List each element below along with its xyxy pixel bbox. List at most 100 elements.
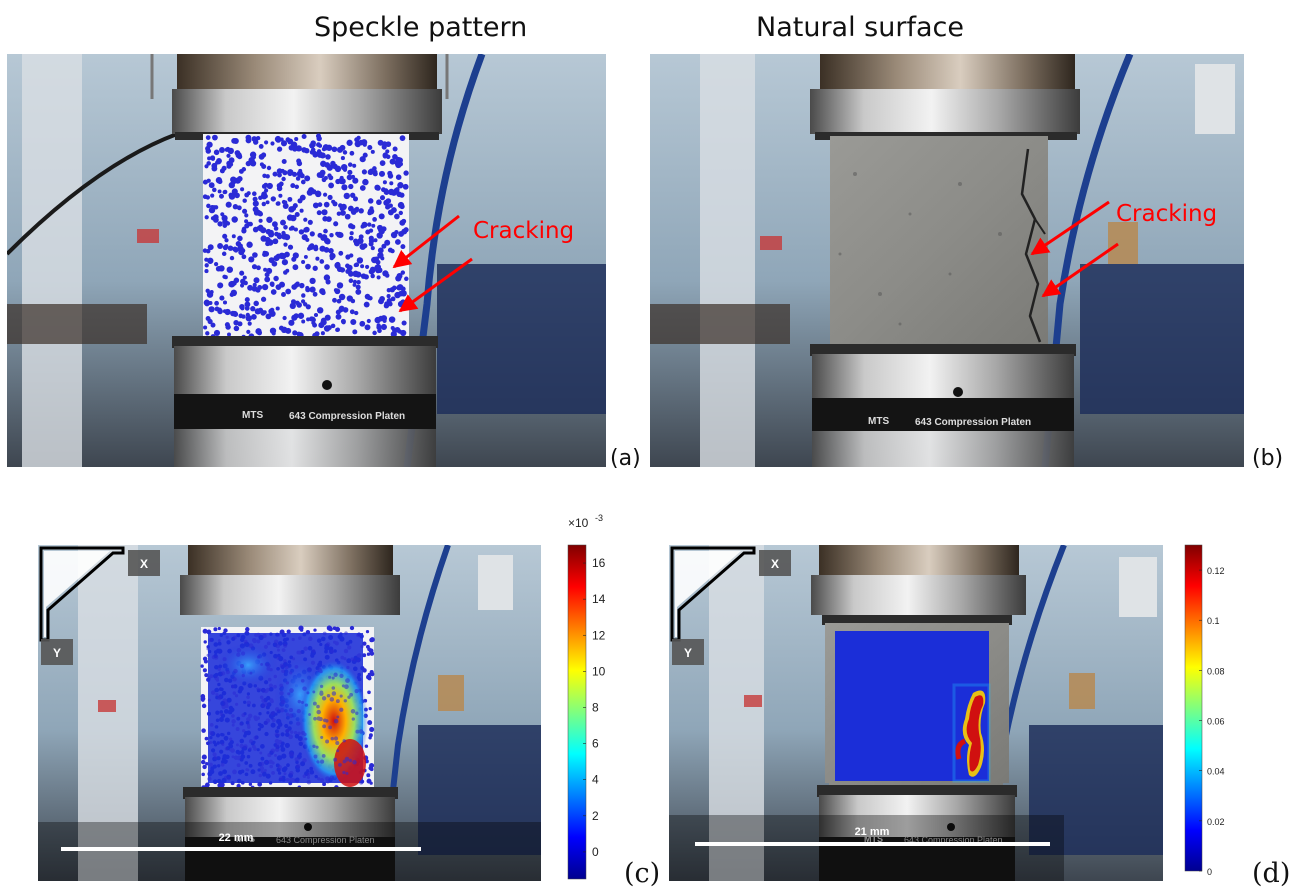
- speckle-dot: [281, 230, 286, 236]
- speckle-dot: [209, 722, 214, 727]
- speckle-dot: [349, 625, 355, 631]
- speckle-dot: [217, 667, 221, 672]
- speckle-dot: [320, 331, 325, 336]
- speckle-dot: [313, 312, 319, 318]
- speckle-dot: [300, 700, 304, 704]
- speckle-dot: [360, 644, 364, 649]
- speckle-pattern-title: Speckle pattern: [314, 12, 528, 43]
- speckle-dot: [262, 633, 267, 638]
- speckle-dot: [294, 282, 300, 288]
- speckle-dot: [237, 235, 243, 242]
- speckle-dot: [336, 211, 342, 216]
- speckle-dot: [394, 326, 401, 333]
- speckle-dot: [205, 315, 211, 322]
- speckle-dot: [293, 227, 298, 232]
- speckle-dot: [248, 256, 255, 263]
- speckle-dot: [301, 134, 307, 139]
- speckle-dot: [202, 668, 207, 673]
- speckle-dot: [222, 698, 228, 704]
- speckle-dot: [279, 683, 284, 688]
- speckle-dot: [229, 737, 233, 741]
- speckle-dot: [336, 266, 343, 273]
- speckle-dot: [289, 770, 294, 776]
- speckle-dot: [335, 740, 340, 746]
- speckle-dot: [353, 207, 359, 213]
- visible-crack: [1020, 148, 1042, 343]
- speckle-dot: [264, 188, 269, 193]
- speckle-dot: [371, 223, 376, 228]
- speckle-dot: [301, 234, 308, 241]
- speckle-dot: [273, 639, 279, 644]
- speckle-dot: [288, 751, 294, 757]
- speckle-dot: [356, 633, 360, 637]
- speckle-dot: [362, 641, 367, 646]
- speckle-dot: [314, 190, 322, 198]
- speckle-dot: [312, 701, 317, 706]
- speckle-dot: [204, 215, 209, 220]
- speckle-dot: [366, 318, 371, 324]
- speckle-dot: [332, 297, 337, 303]
- speckle-dot: [292, 252, 299, 259]
- speckle-dot: [333, 718, 339, 724]
- speckle-dot: [263, 267, 268, 272]
- speckle-dot: [245, 312, 250, 317]
- speckle-dot: [281, 669, 285, 673]
- speckle-dot: [387, 247, 393, 253]
- speckle-dot: [365, 629, 370, 634]
- speckle-dot: [230, 289, 238, 297]
- speckle-dot: [370, 149, 375, 154]
- speckle-dot: [302, 758, 307, 763]
- speckle-dot: [395, 275, 402, 282]
- speckle-dot: [253, 139, 259, 145]
- speckle-dot: [246, 221, 251, 227]
- speckle-dot: [202, 628, 208, 634]
- speckle-dot: [329, 233, 334, 238]
- speckle-dot: [304, 703, 309, 707]
- speckle-dot: [236, 755, 242, 761]
- speckle-dot: [346, 665, 350, 670]
- speckle-dot: [260, 770, 265, 774]
- speckle-dot: [295, 145, 302, 152]
- speckle-dot: [268, 683, 273, 688]
- speckle-dot: [236, 763, 241, 768]
- speckle-dot: [256, 226, 261, 231]
- speckle-dot: [202, 764, 207, 770]
- speckle-dot: [256, 687, 260, 691]
- speckle-dot: [341, 684, 345, 688]
- colorbar-c: ×10 -3 16 14 12 10 8 6 4 2 0: [567, 513, 606, 880]
- speckle-dot: [362, 243, 368, 249]
- speckle-dot: [212, 205, 217, 210]
- speckle-dot: [315, 745, 319, 749]
- speckle-dot: [285, 288, 292, 295]
- speckle-dot: [219, 295, 225, 301]
- speckle-dot: [301, 319, 306, 324]
- speckle-dot: [206, 291, 214, 298]
- speckle-dot: [298, 636, 302, 640]
- speckle-dot: [221, 165, 227, 171]
- speckle-dot: [231, 234, 236, 239]
- speckle-dot: [363, 301, 370, 308]
- speckle-dot: [312, 690, 316, 694]
- speckle-dot: [279, 281, 285, 288]
- speckle-dot: [303, 646, 308, 651]
- speckle-dot: [330, 323, 336, 329]
- speckle-dot: [381, 187, 386, 193]
- speckle-dot: [264, 140, 269, 145]
- speckle-dot: [338, 250, 344, 256]
- colorbar-tick-label: 0.02: [1207, 817, 1225, 827]
- speckle-dot: [266, 267, 273, 274]
- speckle-dot: [309, 243, 315, 248]
- speckle-dot: [224, 238, 229, 243]
- colorbar-exponent: -3: [595, 513, 603, 523]
- speckle-dot: [338, 305, 345, 312]
- speckle-dot: [291, 637, 295, 642]
- colorbar-tick-label: 14: [592, 592, 606, 606]
- speckle-dot: [232, 635, 237, 640]
- speckle-dot: [292, 330, 298, 336]
- speckle-dot: [267, 753, 272, 758]
- speckle-dot: [316, 704, 320, 709]
- speckle-dot: [207, 776, 212, 782]
- speckle-dot: [201, 772, 205, 777]
- speckle-dot: [265, 200, 270, 205]
- speckle-dot: [313, 246, 319, 252]
